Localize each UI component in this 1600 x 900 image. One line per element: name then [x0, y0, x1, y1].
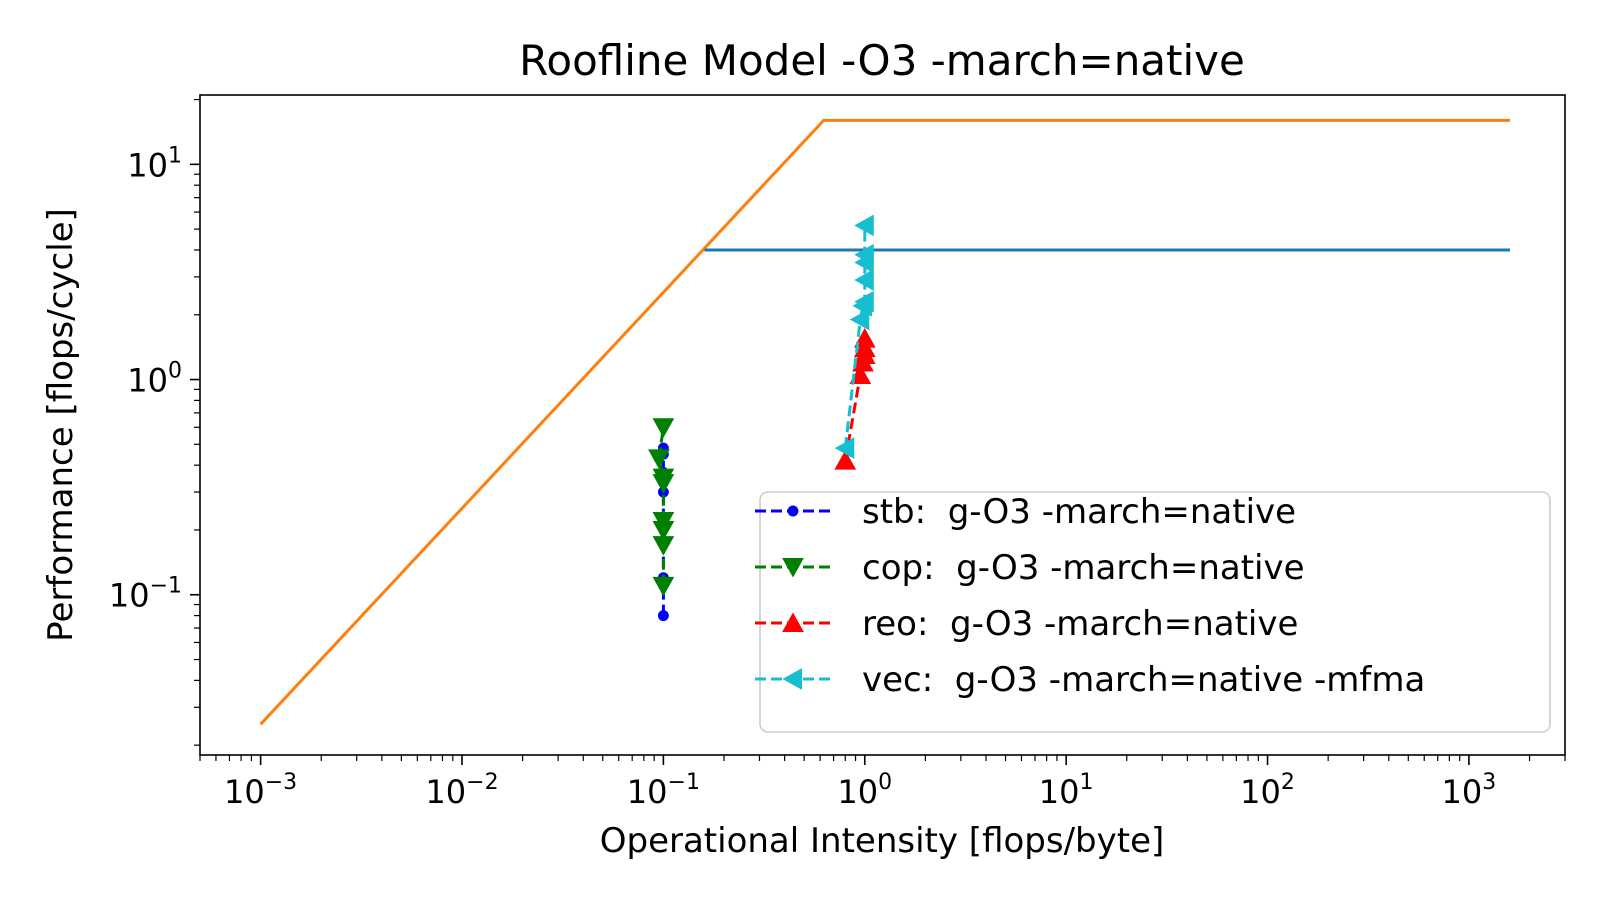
- data-point: [854, 290, 874, 313]
- plot-frame: [199, 94, 1566, 756]
- x-tick-label: 103: [1442, 770, 1497, 811]
- data-point: [854, 214, 874, 237]
- series-2: [834, 328, 876, 470]
- x-tick-label: 100: [837, 770, 892, 811]
- legend-box: [759, 491, 1551, 733]
- y-tick-label: 10−1: [109, 574, 182, 615]
- data-point: [854, 243, 874, 266]
- data-point: [849, 308, 870, 331]
- legend-marker: [782, 668, 802, 690]
- data-series: [648, 214, 876, 622]
- legend-entry: vec: g-O3 -march=native -mfma: [755, 660, 1425, 700]
- axis-ticks: 10−3 10−2 10−1 100 101 102 103 10−1 100 101: [109, 98, 1566, 811]
- x-tick-label: 10−3: [224, 770, 297, 811]
- data-point: [834, 437, 855, 459]
- data-point: [652, 512, 675, 532]
- legend-entry: cop: g-O3 -march=native: [755, 548, 1305, 588]
- series-3: [834, 214, 874, 459]
- series-line: [657, 427, 665, 586]
- roof-lines: [259, 118, 1510, 726]
- data-point: [853, 337, 876, 358]
- legend-marker: [787, 505, 799, 517]
- legend: stb: g-O3 -march=native cop: g-O3 -march=…: [755, 491, 1551, 733]
- x-tick-label: 101: [1039, 770, 1094, 811]
- data-point: [854, 269, 874, 291]
- x-axis-title: Operational Intensity [flops/byte]: [600, 821, 1165, 861]
- data-point: [853, 328, 876, 348]
- data-point: [652, 418, 675, 438]
- data-point: [652, 468, 675, 489]
- legend-marker: [782, 558, 804, 578]
- x-tick-label: 102: [1240, 770, 1295, 811]
- roof-line-0: [259, 118, 1510, 726]
- legend-entry: reo: g-O3 -march=native: [755, 604, 1298, 644]
- legend-label: stb: g-O3 -march=native: [862, 492, 1296, 532]
- legend-label: reo: g-O3 -march=native: [862, 604, 1298, 644]
- data-point: [657, 610, 669, 622]
- data-point: [648, 449, 670, 469]
- legend-label: vec: g-O3 -march=native -mfma: [862, 660, 1425, 700]
- y-axis-title: Performance [flops/cycle]: [41, 208, 81, 642]
- data-point: [834, 450, 857, 470]
- data-point: [652, 576, 675, 597]
- legend-entry: stb: g-O3 -march=native: [755, 492, 1296, 532]
- x-tick-label: 10−2: [425, 770, 498, 811]
- y-tick-label: 101: [127, 143, 182, 184]
- legend-label: cop: g-O3 -march=native: [862, 548, 1305, 588]
- chart-title: Roofline Model -O3 -march=native: [519, 36, 1245, 85]
- series-1: [648, 418, 675, 597]
- y-tick-label: 100: [127, 359, 182, 400]
- x-tick-label: 10−1: [627, 770, 700, 811]
- legend-marker: [782, 612, 804, 632]
